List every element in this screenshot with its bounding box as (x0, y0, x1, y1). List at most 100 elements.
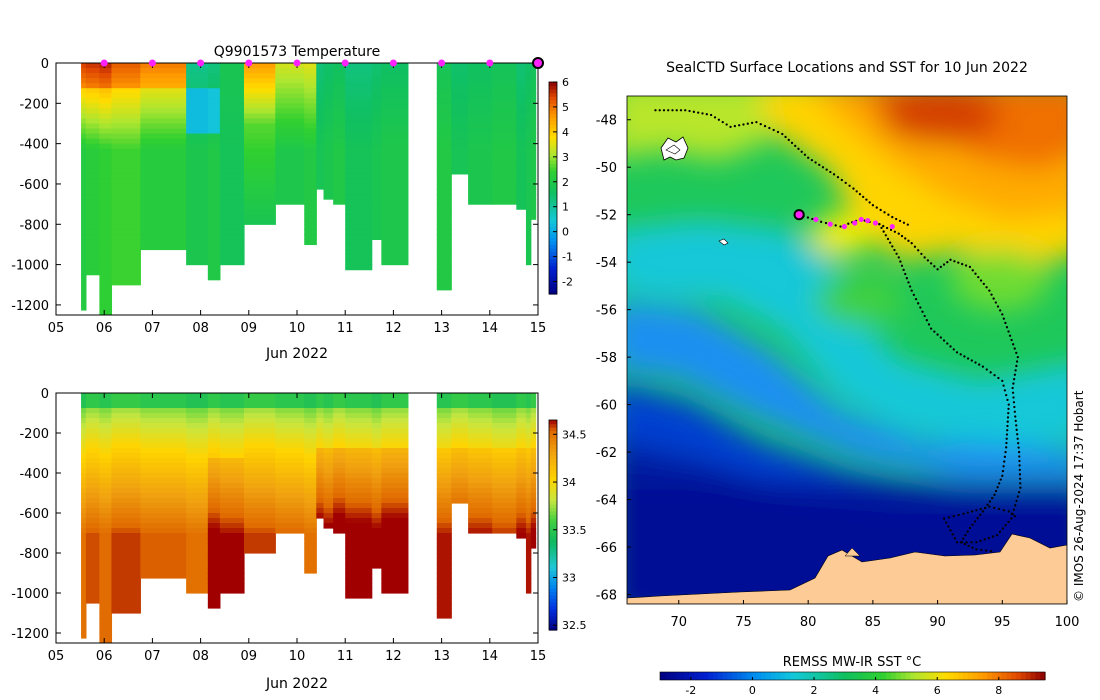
track-dot (966, 511, 969, 514)
heatmap-cell (304, 204, 317, 210)
heatmap-cell (345, 533, 373, 539)
heatmap-cell (99, 548, 113, 554)
heatmap-cell (81, 244, 87, 251)
heatmap-cell (81, 199, 87, 205)
heatmap-cell (207, 588, 221, 594)
heatmap-cell (323, 189, 334, 195)
heatmap-cell (381, 453, 409, 459)
heatmap-cell (468, 128, 493, 135)
track-dot (1001, 469, 1005, 473)
colorbar-swatch (549, 476, 557, 481)
heatmap-cell (81, 93, 87, 99)
heatmap-cell (525, 189, 532, 195)
heatmap-cell (516, 433, 527, 439)
heatmap-cell (207, 199, 221, 205)
heatmap-cell (304, 473, 317, 479)
heatmap-cell (316, 108, 325, 114)
salinity-axis-ticks: 05 06 07 08 09 10 11 12 13 14 150-200-400-600-800-… (11, 387, 546, 664)
heatmap-cell (468, 453, 493, 459)
heatmap-cell (436, 123, 452, 130)
heatmap-cell (451, 478, 469, 484)
heatmap-cell (99, 633, 113, 639)
heatmap-cell (186, 503, 209, 509)
heatmap-cell (323, 78, 334, 84)
heatmap-cell (111, 568, 141, 574)
heatmap-cell (468, 408, 493, 414)
x-tick-label: 15 (530, 321, 547, 336)
heatmap-cell (345, 443, 373, 449)
heatmap-cell (323, 153, 334, 160)
heatmap-cell (381, 468, 409, 474)
heatmap-cell (525, 533, 532, 539)
heatmap-cell (99, 588, 113, 594)
heatmap-cell (516, 398, 527, 404)
heatmap-cell (207, 98, 221, 104)
heatmap-cell (530, 428, 537, 434)
heatmap-cell (219, 508, 245, 514)
heatmap-cell (85, 153, 100, 160)
heatmap-cell (516, 503, 527, 509)
heatmap-cell (186, 548, 209, 554)
heatmap-cell (85, 123, 100, 130)
heatmap-cell (436, 613, 452, 619)
track-dot (882, 224, 885, 228)
colorbar-swatch (549, 166, 557, 171)
heatmap-cell (516, 153, 527, 160)
heatmap-cell (275, 428, 305, 434)
heatmap-cell (111, 274, 141, 281)
heatmap-cell (243, 138, 276, 145)
heatmap-cell (304, 523, 317, 529)
colorbar-tick-label: -1 (562, 251, 573, 264)
heatmap-cell (492, 453, 517, 459)
heatmap-cell (323, 433, 334, 439)
heatmap-cell (85, 558, 100, 564)
heatmap-cell (304, 88, 317, 94)
track-dot (985, 368, 988, 371)
heatmap-cell (81, 194, 87, 200)
track-dot (1018, 477, 1022, 480)
heatmap-cell (81, 438, 87, 444)
heatmap-cell (468, 73, 493, 79)
heatmap-cell (186, 204, 209, 210)
heatmap-cell (111, 239, 141, 246)
heatmap-cell (333, 183, 346, 190)
heatmap-cell (275, 123, 305, 130)
heatmap-cell (99, 603, 113, 609)
heatmap-cell (468, 189, 493, 195)
heatmap-cell (345, 573, 373, 579)
track-dot (957, 261, 960, 264)
heatmap-cell (275, 163, 305, 170)
heatmap-cell (436, 483, 452, 489)
heatmap-cell (85, 553, 100, 559)
heatmap-cell (304, 68, 317, 74)
colorbar-swatch (549, 156, 557, 161)
heatmap-cell (436, 463, 452, 469)
heatmap-cell (468, 458, 493, 464)
heatmap-cell (243, 398, 276, 404)
heatmap-cell (345, 133, 373, 140)
x-tick-label: 07 (144, 321, 161, 336)
heatmap-cell (243, 493, 276, 499)
heatmap-cell (345, 254, 373, 261)
heatmap-cell (436, 588, 452, 594)
colorbar-swatch (1030, 672, 1036, 680)
heatmap-cell (219, 103, 245, 109)
heatmap-cell (99, 284, 113, 291)
heatmap-cell (243, 458, 276, 464)
colorbar-swatch (549, 180, 557, 186)
heatmap-cell (243, 219, 276, 225)
heatmap-cell (530, 453, 537, 459)
heatmap-cell (516, 453, 527, 459)
heatmap-cell (525, 398, 532, 404)
heatmap-cell (436, 269, 452, 276)
heatmap-cell (207, 448, 221, 454)
heatmap-cell (186, 123, 209, 130)
heatmap-cell (323, 438, 334, 444)
heatmap-cell (316, 88, 325, 94)
colorbar-swatch (799, 672, 805, 680)
heatmap-cell (525, 173, 532, 180)
heatmap-cell (219, 553, 245, 559)
heatmap-cell (371, 513, 382, 519)
heatmap-cell (381, 553, 409, 559)
heatmap-cell (468, 433, 493, 439)
